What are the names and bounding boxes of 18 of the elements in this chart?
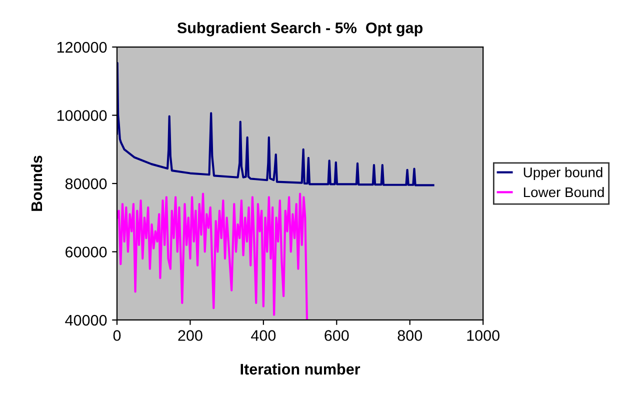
- x-tick-label: 400: [251, 330, 276, 341]
- x-tick-label: 200: [178, 330, 202, 341]
- legend-label: Lower Bound: [524, 186, 604, 198]
- legend-label: Upper bound: [524, 167, 602, 180]
- y-tick-label: 120000: [57, 42, 107, 53]
- y-tick-label: 60000: [66, 246, 107, 258]
- y-tick-label: 100000: [57, 110, 107, 121]
- x-axis-title: Iteration number: [240, 363, 360, 375]
- y-tick-label: 40000: [65, 314, 107, 326]
- x-tick-label: 800: [398, 330, 422, 341]
- line-series: [116, 62, 434, 186]
- line-series: [116, 192, 308, 320]
- y-tick-label: 80000: [65, 178, 107, 190]
- x-tick-label: 600: [324, 330, 349, 341]
- x-tick-label: 0: [113, 330, 121, 341]
- chart-title: Subgradient Search - 5% Opt gap: [177, 22, 423, 36]
- x-tick-label: 1000: [467, 330, 500, 341]
- y-axis-title: Bounds: [30, 156, 42, 211]
